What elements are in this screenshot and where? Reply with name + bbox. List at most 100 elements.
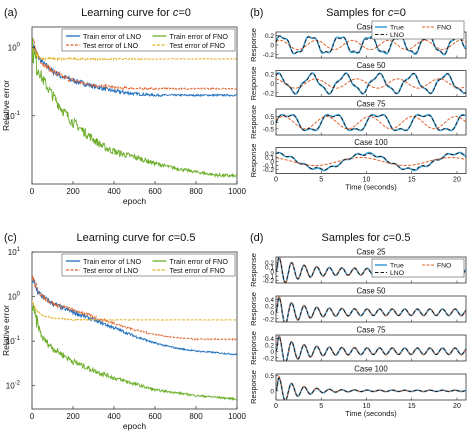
y-axis-label: Response xyxy=(249,253,258,287)
series-line xyxy=(32,304,237,401)
x-tick-label: 20 xyxy=(453,403,461,410)
x-tick-label: 10 xyxy=(363,177,371,184)
x-tick-label: 800 xyxy=(189,187,203,196)
panel-title: Samples for c=0.5 xyxy=(322,232,411,244)
y-tick-label: -0.1 xyxy=(263,163,275,170)
legend-entry: Train error of LNO xyxy=(83,32,141,41)
y-tick-label: 0.2 xyxy=(265,72,274,79)
y-axis-label: Response xyxy=(249,105,258,139)
y-tick-label: -0.2 xyxy=(263,90,275,97)
y-axis-label: Response xyxy=(249,370,258,404)
lno-line xyxy=(276,152,466,171)
legend-box xyxy=(61,28,236,52)
lno-line xyxy=(276,336,466,361)
y-tick-label: -0.2 xyxy=(263,355,275,362)
y-tick-label: 0.2 xyxy=(265,260,274,267)
panel-letter: (c) xyxy=(4,232,17,244)
x-axis-label: epoch xyxy=(123,196,146,206)
x-tick-label: 0 xyxy=(274,403,278,410)
y-axis-label: Relative error xyxy=(1,305,11,356)
y-tick-label: -0.2 xyxy=(263,52,275,59)
y-axis-label: Response xyxy=(249,67,258,101)
subplot-title: Case 50 xyxy=(356,287,386,296)
y-tick-label: 0.2 xyxy=(265,33,274,40)
lno-line xyxy=(276,34,466,55)
panel-title: Learning curve for c=0 xyxy=(81,7,191,19)
legend-box xyxy=(61,253,236,277)
subplot-title: Case 75 xyxy=(356,326,386,335)
x-axis-label: Time (seconds) xyxy=(345,409,397,418)
y-tick-label: 101 xyxy=(8,247,21,257)
y-axis-label: Response xyxy=(249,28,258,62)
panel-letter: (b) xyxy=(250,7,263,19)
subplot-title: Case 50 xyxy=(356,61,386,70)
x-tick-label: 400 xyxy=(107,412,121,421)
y-tick-label: 10-2 xyxy=(6,381,21,391)
y-tick-label: -0.1 xyxy=(263,274,275,281)
x-tick-label: 1000 xyxy=(228,187,246,196)
legend-entry: Train error of FNO xyxy=(170,32,229,41)
x-tick-label: 200 xyxy=(66,187,80,196)
y-tick-label: 0 xyxy=(270,43,274,50)
legend-entry: LNO xyxy=(390,32,404,39)
x-axis-label: epoch xyxy=(123,421,146,431)
panel-letter: (a) xyxy=(4,7,17,19)
y-axis-label: Response xyxy=(249,292,258,326)
subplot-title: Case 25 xyxy=(356,248,386,257)
y-tick-label: 0.2 xyxy=(265,342,274,349)
subplot-title: Case 100 xyxy=(354,138,388,147)
subplot-area xyxy=(275,295,467,323)
y-tick-label: 0.1 xyxy=(265,265,274,272)
y-tick-label: 0.4 xyxy=(265,297,274,304)
y-tick-label: 0 xyxy=(270,269,274,276)
legend-entry: FNO xyxy=(437,263,451,270)
lno-line xyxy=(276,377,466,400)
legend-box xyxy=(371,20,465,40)
x-tick-label: 5 xyxy=(319,177,323,184)
x-tick-label: 600 xyxy=(148,412,162,421)
y-tick-label: 0 xyxy=(270,120,274,127)
y-tick-label: 0 xyxy=(270,310,274,317)
y-tick-label: 10-1 xyxy=(6,111,21,121)
series-line xyxy=(32,37,237,178)
x-tick-label: 800 xyxy=(189,412,203,421)
x-tick-label: 200 xyxy=(66,412,80,421)
y-tick-label: -0.2 xyxy=(263,278,275,285)
legend-entry: Train error of FNO xyxy=(170,257,229,266)
y-tick-label: 0.5 xyxy=(265,373,274,380)
y-axis-label: Relative error xyxy=(1,80,11,131)
series-line xyxy=(32,275,237,341)
legend-entry: Train error of LNO xyxy=(83,257,141,266)
y-tick-label: 0.4 xyxy=(265,336,274,343)
y-tick-label: 10-1 xyxy=(6,336,21,346)
legend-entry: LNO xyxy=(390,270,404,277)
x-tick-label: 0 xyxy=(30,412,35,421)
series-line xyxy=(32,45,237,62)
x-tick-label: 600 xyxy=(148,187,162,196)
y-tick-label: 100 xyxy=(8,43,21,53)
lno-line xyxy=(276,114,466,131)
subplot-title: Case 100 xyxy=(354,365,388,374)
legend-entry: Test error of FNO xyxy=(170,266,226,275)
x-tick-label: 5 xyxy=(319,403,323,410)
fno-line xyxy=(276,78,466,89)
y-tick-label: 0.1 xyxy=(265,155,274,162)
subplot-title: Case 25 xyxy=(356,23,386,32)
y-tick-label: 0 xyxy=(270,159,274,166)
series-line xyxy=(32,278,237,356)
legend-entry: Test error of FNO xyxy=(170,41,226,50)
y-tick-label: -0.2 xyxy=(263,316,275,323)
x-tick-label: 15 xyxy=(408,403,416,410)
legend-entry: FNO xyxy=(437,25,451,32)
x-tick-label: 1000 xyxy=(228,412,246,421)
y-tick-label: 0 xyxy=(270,349,274,356)
legend-entry: Test error of LNO xyxy=(83,266,139,275)
panel-title: Learning curve for c=0.5 xyxy=(77,232,196,244)
legend-entry: Test error of LNO xyxy=(83,41,139,50)
y-tick-label: 0.2 xyxy=(265,151,274,158)
series-line xyxy=(32,37,237,92)
y-tick-label: 0.2 xyxy=(265,303,274,310)
x-tick-label: 0 xyxy=(274,177,278,184)
y-tick-label: 0 xyxy=(270,81,274,88)
